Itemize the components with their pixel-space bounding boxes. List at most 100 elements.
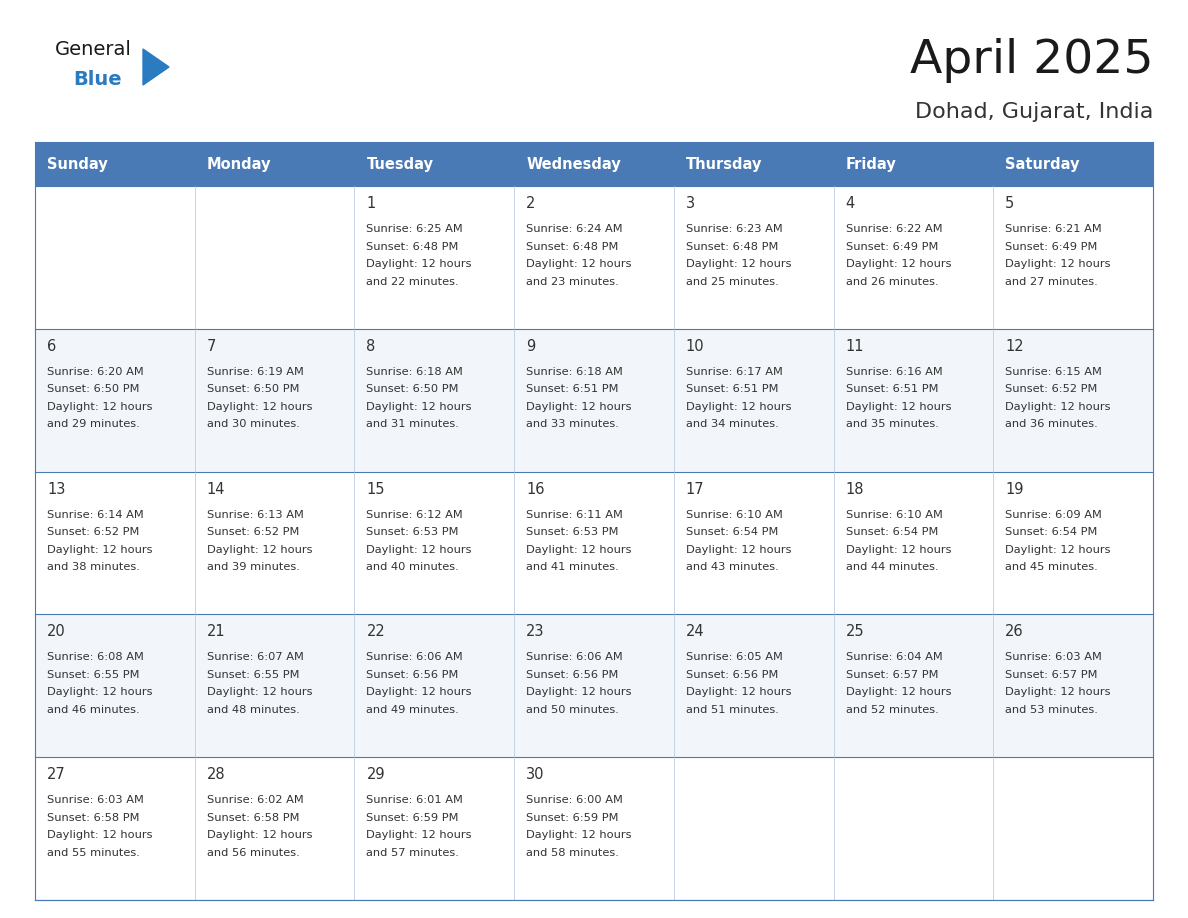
Text: Wednesday: Wednesday <box>526 156 621 172</box>
Text: and 52 minutes.: and 52 minutes. <box>846 705 939 715</box>
Text: Sunrise: 6:10 AM: Sunrise: 6:10 AM <box>846 509 942 520</box>
Text: Daylight: 12 hours: Daylight: 12 hours <box>207 688 312 698</box>
Text: Daylight: 12 hours: Daylight: 12 hours <box>846 544 952 554</box>
Text: and 39 minutes.: and 39 minutes. <box>207 562 299 572</box>
Text: Sunrise: 6:20 AM: Sunrise: 6:20 AM <box>48 367 144 376</box>
Bar <box>674 142 834 186</box>
Text: and 43 minutes.: and 43 minutes. <box>685 562 778 572</box>
Text: Sunset: 6:56 PM: Sunset: 6:56 PM <box>685 670 778 680</box>
Text: Sunset: 6:55 PM: Sunset: 6:55 PM <box>207 670 299 680</box>
Text: and 35 minutes.: and 35 minutes. <box>846 420 939 430</box>
Text: Sunset: 6:52 PM: Sunset: 6:52 PM <box>1005 385 1098 395</box>
Text: and 34 minutes.: and 34 minutes. <box>685 420 778 430</box>
Bar <box>514 142 674 186</box>
Text: Sunrise: 6:14 AM: Sunrise: 6:14 AM <box>48 509 144 520</box>
Bar <box>34 142 195 186</box>
Text: Sunset: 6:58 PM: Sunset: 6:58 PM <box>207 812 299 823</box>
Bar <box>34 186 1154 329</box>
Text: Monday: Monday <box>207 156 271 172</box>
Text: Sunday: Sunday <box>48 156 108 172</box>
Text: Sunset: 6:56 PM: Sunset: 6:56 PM <box>526 670 619 680</box>
Text: Sunset: 6:53 PM: Sunset: 6:53 PM <box>366 527 459 537</box>
Text: 5: 5 <box>1005 196 1015 211</box>
Text: 29: 29 <box>366 767 385 782</box>
Text: 6: 6 <box>48 339 56 353</box>
Text: 7: 7 <box>207 339 216 353</box>
Text: 9: 9 <box>526 339 536 353</box>
Text: Sunrise: 6:06 AM: Sunrise: 6:06 AM <box>526 653 623 663</box>
Text: Sunset: 6:53 PM: Sunset: 6:53 PM <box>526 527 619 537</box>
Text: Daylight: 12 hours: Daylight: 12 hours <box>366 688 472 698</box>
Text: Sunrise: 6:02 AM: Sunrise: 6:02 AM <box>207 795 303 805</box>
Bar <box>34 757 1154 900</box>
Text: Sunset: 6:50 PM: Sunset: 6:50 PM <box>48 385 139 395</box>
Text: Sunrise: 6:07 AM: Sunrise: 6:07 AM <box>207 653 304 663</box>
Text: Daylight: 12 hours: Daylight: 12 hours <box>685 402 791 412</box>
Text: Sunrise: 6:24 AM: Sunrise: 6:24 AM <box>526 224 623 234</box>
Text: Saturday: Saturday <box>1005 156 1080 172</box>
Text: Daylight: 12 hours: Daylight: 12 hours <box>846 402 952 412</box>
Text: and 55 minutes.: and 55 minutes. <box>48 847 140 857</box>
Text: 22: 22 <box>366 624 385 640</box>
Text: and 56 minutes.: and 56 minutes. <box>207 847 299 857</box>
Text: 8: 8 <box>366 339 375 353</box>
Text: 24: 24 <box>685 624 704 640</box>
Bar <box>195 142 354 186</box>
Text: Sunset: 6:54 PM: Sunset: 6:54 PM <box>1005 527 1098 537</box>
Text: Daylight: 12 hours: Daylight: 12 hours <box>685 688 791 698</box>
Text: and 26 minutes.: and 26 minutes. <box>846 276 939 286</box>
Text: Sunrise: 6:19 AM: Sunrise: 6:19 AM <box>207 367 304 376</box>
Text: Sunrise: 6:12 AM: Sunrise: 6:12 AM <box>366 509 463 520</box>
Text: Tuesday: Tuesday <box>366 156 434 172</box>
Text: Sunrise: 6:15 AM: Sunrise: 6:15 AM <box>1005 367 1102 376</box>
Text: Sunset: 6:51 PM: Sunset: 6:51 PM <box>846 385 939 395</box>
Text: and 50 minutes.: and 50 minutes. <box>526 705 619 715</box>
Text: and 27 minutes.: and 27 minutes. <box>1005 276 1098 286</box>
Text: Sunrise: 6:01 AM: Sunrise: 6:01 AM <box>366 795 463 805</box>
Text: 11: 11 <box>846 339 864 353</box>
Text: Daylight: 12 hours: Daylight: 12 hours <box>1005 544 1111 554</box>
Text: and 49 minutes.: and 49 minutes. <box>366 705 460 715</box>
Text: Daylight: 12 hours: Daylight: 12 hours <box>366 830 472 840</box>
Text: Sunset: 6:50 PM: Sunset: 6:50 PM <box>366 385 459 395</box>
Polygon shape <box>143 49 169 85</box>
Text: and 25 minutes.: and 25 minutes. <box>685 276 778 286</box>
Text: Daylight: 12 hours: Daylight: 12 hours <box>1005 402 1111 412</box>
Text: Sunset: 6:48 PM: Sunset: 6:48 PM <box>366 241 459 252</box>
Text: Sunrise: 6:22 AM: Sunrise: 6:22 AM <box>846 224 942 234</box>
Bar <box>34 614 1154 757</box>
Text: Daylight: 12 hours: Daylight: 12 hours <box>207 544 312 554</box>
Text: Daylight: 12 hours: Daylight: 12 hours <box>1005 688 1111 698</box>
Bar <box>34 329 1154 472</box>
Text: Sunset: 6:55 PM: Sunset: 6:55 PM <box>48 670 139 680</box>
Text: and 29 minutes.: and 29 minutes. <box>48 420 140 430</box>
Text: Sunset: 6:57 PM: Sunset: 6:57 PM <box>1005 670 1098 680</box>
Text: 19: 19 <box>1005 482 1024 497</box>
Text: Blue: Blue <box>72 70 121 89</box>
Text: Daylight: 12 hours: Daylight: 12 hours <box>48 688 152 698</box>
Text: 21: 21 <box>207 624 226 640</box>
Text: Daylight: 12 hours: Daylight: 12 hours <box>846 688 952 698</box>
Text: and 53 minutes.: and 53 minutes. <box>1005 705 1098 715</box>
Text: 20: 20 <box>48 624 65 640</box>
Text: Sunrise: 6:09 AM: Sunrise: 6:09 AM <box>1005 509 1102 520</box>
Text: 1: 1 <box>366 196 375 211</box>
Text: and 38 minutes.: and 38 minutes. <box>48 562 140 572</box>
Text: and 51 minutes.: and 51 minutes. <box>685 705 778 715</box>
Bar <box>34 472 1154 614</box>
Text: 17: 17 <box>685 482 704 497</box>
Text: Sunrise: 6:03 AM: Sunrise: 6:03 AM <box>1005 653 1102 663</box>
Text: Daylight: 12 hours: Daylight: 12 hours <box>366 259 472 269</box>
Text: Sunrise: 6:10 AM: Sunrise: 6:10 AM <box>685 509 783 520</box>
Text: Thursday: Thursday <box>685 156 763 172</box>
Text: and 36 minutes.: and 36 minutes. <box>1005 420 1098 430</box>
Text: Daylight: 12 hours: Daylight: 12 hours <box>207 402 312 412</box>
Text: and 23 minutes.: and 23 minutes. <box>526 276 619 286</box>
Text: Sunset: 6:56 PM: Sunset: 6:56 PM <box>366 670 459 680</box>
Text: Daylight: 12 hours: Daylight: 12 hours <box>526 830 632 840</box>
Text: Sunset: 6:54 PM: Sunset: 6:54 PM <box>846 527 939 537</box>
Text: Sunset: 6:58 PM: Sunset: 6:58 PM <box>48 812 139 823</box>
Text: Sunrise: 6:23 AM: Sunrise: 6:23 AM <box>685 224 783 234</box>
Text: 27: 27 <box>48 767 65 782</box>
Text: Daylight: 12 hours: Daylight: 12 hours <box>366 544 472 554</box>
